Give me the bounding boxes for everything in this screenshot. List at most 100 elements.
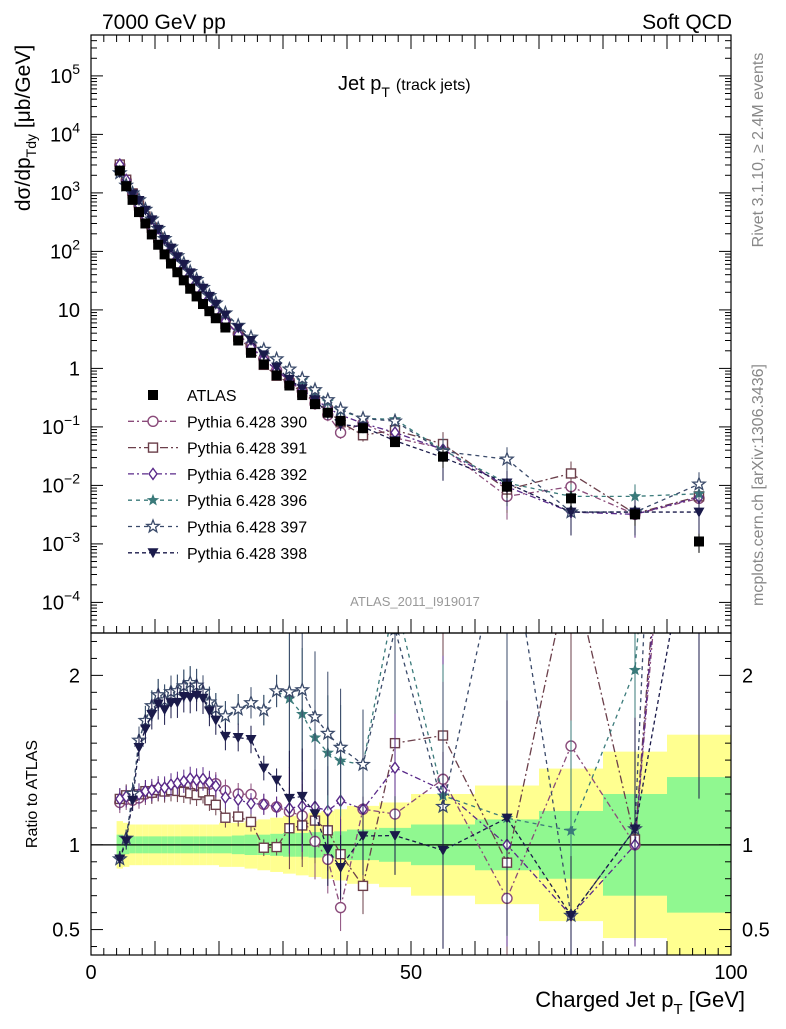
ratio-point	[127, 795, 139, 806]
data-point	[284, 380, 295, 391]
ratio-y-tick-label: 2	[69, 665, 80, 687]
chart-title: Jet pT (track jets)	[338, 73, 471, 100]
ratio-point	[283, 793, 295, 804]
data-point	[271, 370, 282, 381]
data-point	[159, 249, 170, 260]
data-point	[310, 399, 320, 410]
title-main: Jet p	[338, 73, 381, 95]
data-point	[204, 306, 215, 317]
ratio-point	[296, 791, 308, 802]
ratio-point	[246, 796, 256, 811]
ratio-point	[255, 701, 272, 717]
data-point	[245, 335, 257, 346]
data-point	[258, 350, 270, 361]
legend-entry: Pythia 6.428 396	[128, 493, 307, 510]
legend-label: Pythia 6.428 392	[187, 467, 307, 484]
ratio-y-tick-label-right: 0.5	[742, 920, 770, 942]
y-tick-base: 1	[69, 358, 80, 380]
data-point	[258, 359, 269, 370]
y-tick-label: 105	[50, 61, 80, 88]
y-tick-label: 1	[69, 358, 80, 380]
data-point	[140, 218, 151, 229]
xlabel-sub: T	[673, 1001, 682, 1018]
ratio-point	[294, 681, 311, 697]
data-point	[166, 258, 176, 269]
y-tick-base: 10	[58, 300, 80, 322]
ratio-point	[146, 709, 158, 720]
y-tick-label: 10−4	[42, 587, 80, 614]
ratio-ylabel: Ratio to ATLAS	[24, 740, 41, 848]
ratio-point	[139, 724, 151, 735]
data-point	[296, 384, 308, 395]
data-point	[203, 291, 215, 302]
legend-marker	[148, 467, 158, 481]
data-point	[358, 423, 368, 434]
ratio-point	[210, 799, 222, 811]
ratio-point	[230, 700, 247, 716]
ratio-y-tick-label: 1	[69, 835, 80, 857]
data-point	[191, 275, 203, 286]
y-tick-base: 10	[42, 592, 64, 614]
data-point	[294, 370, 311, 386]
ratio-point	[332, 739, 349, 755]
data-point	[628, 489, 642, 502]
ylabel-sub: Tdy	[23, 134, 39, 157]
data-point	[219, 310, 231, 321]
header-left: 7000 GeV pp	[102, 11, 226, 34]
ratio-point	[159, 705, 171, 716]
ratio-point	[245, 734, 257, 745]
ratio-point	[695, 38, 703, 49]
ratio-point	[220, 812, 231, 823]
data-point	[499, 450, 515, 466]
data-point	[153, 239, 164, 250]
y-tick-base: 10	[50, 66, 72, 88]
series-line	[119, 164, 700, 515]
legend-marker	[147, 415, 159, 427]
ratio-y-tick-label: 0.5	[52, 920, 80, 942]
y-tick-base: 10	[50, 183, 72, 205]
title-paren: (track jets)	[396, 77, 471, 94]
data-point	[565, 507, 577, 518]
data-point	[197, 283, 209, 294]
y-tick-label: 103	[50, 178, 80, 205]
y-tick-exp: 5	[72, 61, 80, 77]
data-point	[271, 362, 283, 373]
y-tick-base: 10	[50, 124, 72, 146]
ratio-point	[629, 824, 641, 835]
data-point	[307, 381, 323, 397]
ratio-point	[232, 811, 244, 822]
series-line	[119, 172, 700, 513]
ratio-point	[243, 694, 259, 710]
legend-label: Pythia 6.428 396	[187, 493, 307, 510]
ratio-point	[390, 761, 400, 775]
data-point	[152, 224, 164, 235]
ylabel-a: dσ/dp	[12, 157, 35, 211]
ratio-point	[220, 790, 231, 805]
x-tick-label: 0	[85, 962, 96, 984]
y-tick-exp: 3	[72, 178, 80, 194]
main-ylabel: dσ/dpTdy [μb/GeV]	[12, 45, 39, 211]
series-line	[119, 172, 699, 513]
ratio-point	[245, 816, 257, 828]
data-point	[165, 243, 177, 254]
ratio-point	[153, 780, 164, 795]
legend-marker	[148, 390, 158, 400]
data-point	[502, 481, 512, 492]
data-point	[220, 322, 231, 333]
ratio-point	[191, 690, 203, 701]
ratio-point	[114, 854, 126, 865]
ratio-point	[694, 85, 704, 95]
ratio-point	[198, 772, 208, 786]
data-point	[146, 215, 158, 226]
x-tick-label: 50	[400, 962, 422, 984]
legend-marker	[146, 493, 160, 506]
ratio-point	[564, 824, 578, 836]
ratio-data	[111, 38, 704, 955]
y-tick-exp: −4	[64, 587, 80, 603]
data-point	[332, 400, 349, 417]
data-point	[127, 189, 139, 200]
legend-label: Pythia 6.428 391	[187, 441, 307, 458]
data-point	[566, 493, 576, 504]
